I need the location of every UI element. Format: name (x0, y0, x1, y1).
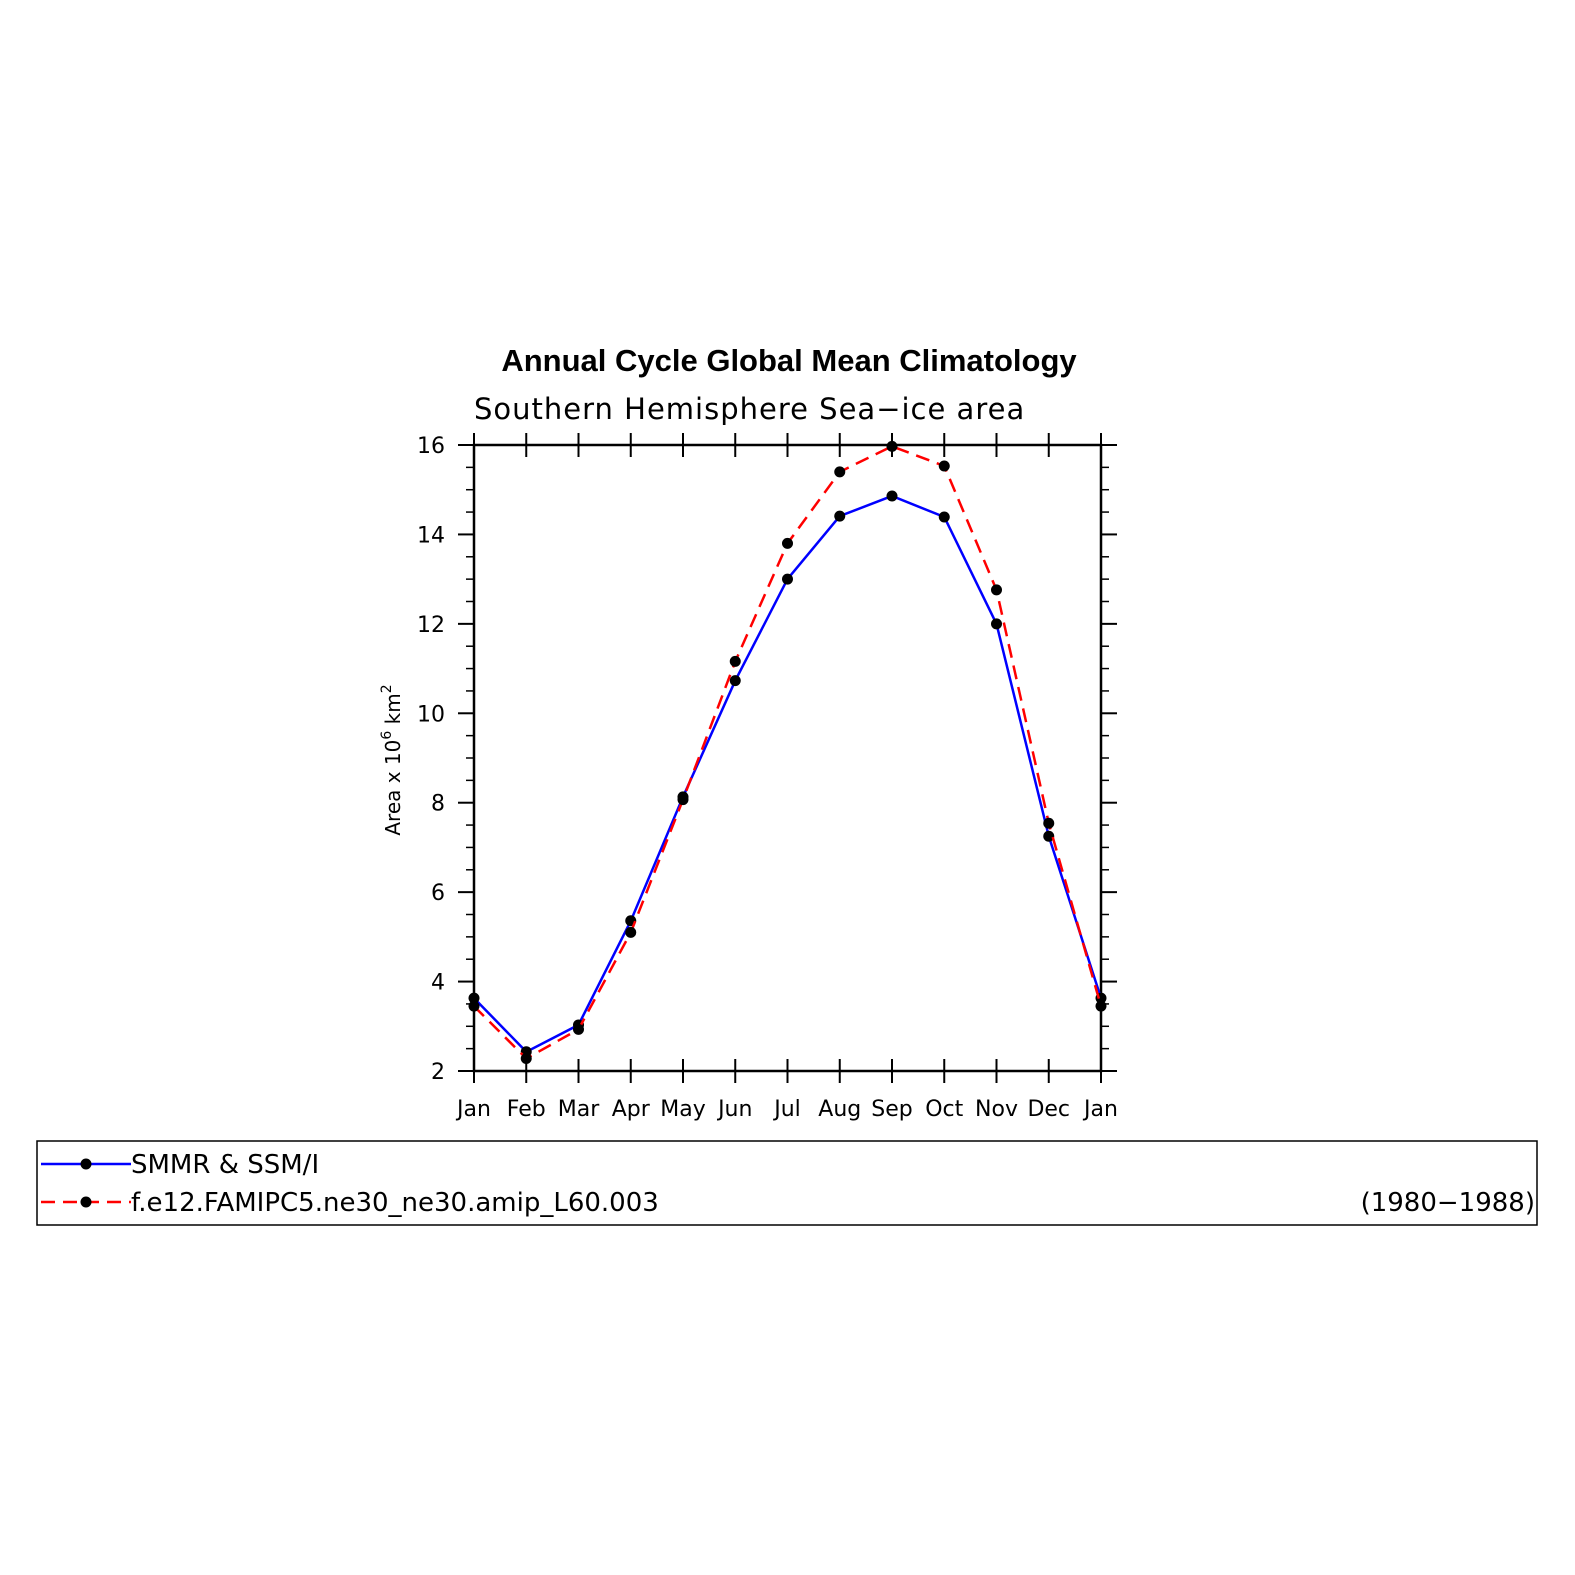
legend-period: (1980−1988) (1361, 1188, 1535, 1218)
x-tick-label: Jul (772, 1097, 801, 1122)
data-point (1043, 817, 1055, 829)
data-point (886, 440, 898, 452)
legend-box (36, 1140, 1538, 1226)
y-tick-label: 10 (417, 702, 445, 727)
y-tick-label: 12 (417, 613, 445, 638)
x-tick-label: Feb (507, 1097, 546, 1122)
data-point (625, 926, 637, 938)
y-tick-label: 2 (431, 1060, 445, 1085)
data-point (468, 992, 480, 1004)
data-point (938, 511, 950, 523)
y-axis-label-unit: km (381, 693, 405, 730)
x-tick-label: Sep (871, 1097, 912, 1122)
y-axis-label: Area x 106 km2 (379, 684, 405, 835)
series-1 (468, 490, 1107, 1058)
legend-entry-2: f.e12.FAMIPC5.ne30_ne30.amip_L60.003 (41, 1188, 659, 1218)
legend: SMMR & SSM/I f.e12.FAMIPC5.ne30_ne30.amip… (36, 1140, 1538, 1226)
data-point (1043, 830, 1055, 842)
chart-subtitle: Southern Hemisphere Sea−ice area (474, 392, 1025, 426)
y-tick-label: 6 (431, 881, 445, 906)
plot-axes: Jan Feb Mar Apr May Jun Jul Aug Sep Oct Nov Dec Jan 2… (417, 433, 1118, 1122)
data-point (520, 1052, 532, 1064)
x-tick-label: Nov (975, 1097, 1018, 1122)
x-tick-label: Dec (1027, 1097, 1070, 1122)
x-tick-label: Apr (612, 1097, 651, 1122)
x-tick-label: Jan (1082, 1097, 1118, 1122)
y-tick-label: 8 (431, 792, 445, 817)
data-point (886, 490, 898, 502)
data-point (991, 584, 1002, 596)
data-point (991, 618, 1002, 630)
data-point (677, 794, 689, 806)
y-tick-label: 16 (417, 434, 445, 459)
x-tick-label: Mar (558, 1097, 600, 1122)
y-tick-label: 4 (431, 971, 445, 996)
data-point (729, 675, 741, 687)
data-point (1095, 1000, 1107, 1012)
x-tick-label: May (660, 1097, 705, 1122)
data-point (782, 573, 793, 585)
data-point (573, 1023, 584, 1035)
legend-label: SMMR & SSM/I (131, 1150, 319, 1180)
x-tick-label: Jan (455, 1097, 491, 1122)
data-point (729, 655, 741, 667)
y-tick-label: 14 (417, 523, 445, 548)
data-point (938, 460, 950, 472)
data-point (834, 510, 846, 522)
x-tick-label: Jun (716, 1097, 752, 1122)
legend-label: f.e12.FAMIPC5.ne30_ne30.amip_L60.003 (131, 1188, 659, 1218)
x-tick-label: Oct (925, 1097, 963, 1122)
y-axis-label-unit-exp: 2 (379, 684, 395, 693)
data-point (834, 466, 846, 478)
series-2 (468, 440, 1107, 1064)
data-point (782, 537, 793, 549)
legend-marker (80, 1158, 92, 1170)
legend-marker (80, 1196, 92, 1208)
x-tick-label: Aug (818, 1097, 861, 1122)
y-axis-label-exp: 6 (379, 731, 395, 740)
data-point (468, 1000, 480, 1012)
y-axis-label-base: Area x 10 (381, 740, 405, 836)
svg-text:Area x 106 km2: Area x 106 km2 (379, 684, 405, 835)
chart-title: Annual Cycle Global Mean Climatology (501, 343, 1077, 378)
series-layer (468, 440, 1107, 1064)
legend-entry-1: SMMR & SSM/I (41, 1150, 319, 1180)
